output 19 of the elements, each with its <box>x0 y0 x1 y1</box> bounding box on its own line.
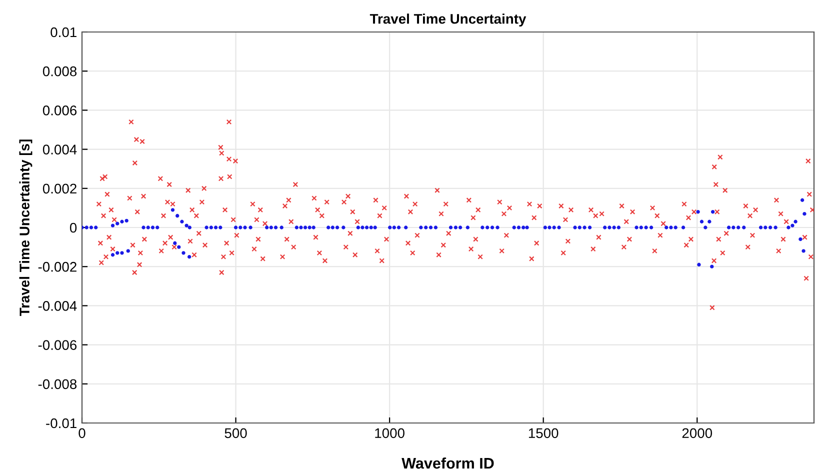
x-tick-label: 2000 <box>682 428 712 438</box>
x-tick-label: 1500 <box>528 428 558 438</box>
chart-title: Travel Time Uncertainty <box>370 14 526 27</box>
y-tick-label: 0.01 <box>50 27 76 38</box>
x-tick-label: 1000 <box>375 428 404 438</box>
y-tick-label: 0.006 <box>42 106 77 116</box>
y-tick-label: 0.008 <box>42 66 77 76</box>
y-axis-title: Travel Time Uncertainty [s] <box>19 140 32 316</box>
y-tick-label: -0.004 <box>38 301 77 311</box>
y-tick-label: -0.008 <box>38 379 77 390</box>
y-tick-label: -0.01 <box>46 418 76 428</box>
y-tick-label: 0.002 <box>42 184 76 194</box>
x-tick-label: 500 <box>224 428 247 438</box>
y-tick-label: 0.004 <box>42 144 77 154</box>
y-tick-label: -0.002 <box>38 262 76 272</box>
y-tick-label: 0 <box>70 222 77 233</box>
x-tick-label: 0 <box>78 428 86 438</box>
x-axis-title: Waveform ID <box>402 457 494 469</box>
y-tick-label: -0.006 <box>38 340 77 350</box>
